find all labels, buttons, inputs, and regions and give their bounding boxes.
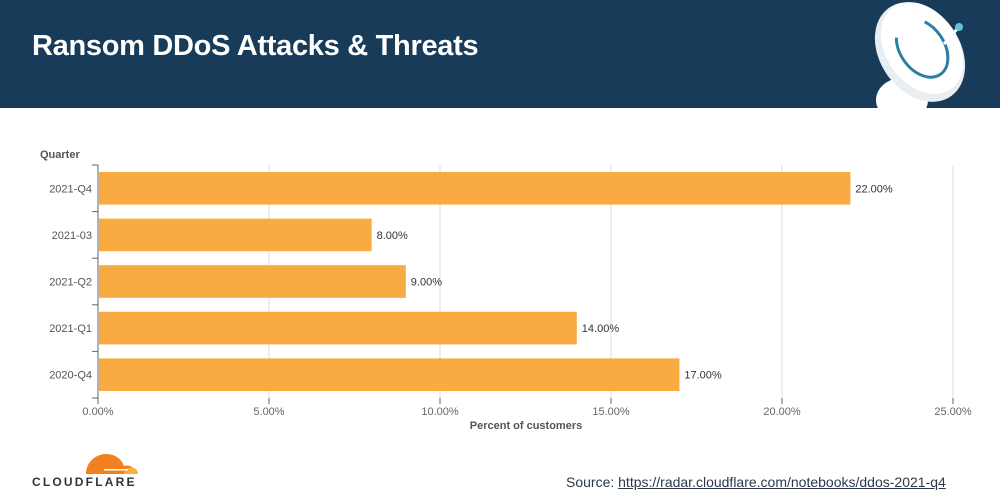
y-tick-label: 2021-Q2	[49, 277, 92, 289]
bar	[99, 358, 680, 392]
satellite-dish-icon	[874, 2, 966, 108]
x-tick-label: 25.00%	[934, 406, 972, 418]
y-tick-label: 2021-Q4	[49, 183, 92, 195]
bars: 22.00% 8.00% 9.00% 14.00% 17.00%	[99, 171, 893, 392]
cloudflare-logo-text: CLOUDFLARE	[32, 475, 137, 489]
data-label: 9.00%	[411, 277, 442, 289]
cloudflare-logo-icon	[86, 454, 138, 474]
x-tick-label: 5.00%	[253, 406, 284, 418]
bar	[99, 171, 851, 205]
header-banner: Ransom DDoS Attacks & Threats	[0, 0, 1000, 108]
y-tick-label: 2021-03	[52, 230, 92, 242]
data-label: 14.00%	[582, 323, 620, 335]
page-title: Ransom DDoS Attacks & Threats	[32, 30, 479, 62]
bar-chart: 22.00% 8.00% 9.00% 14.00% 17.00% 0.00% 5.00% 1…	[40, 149, 972, 432]
source-link[interactable]: https://radar.cloudflare.com/notebooks/d…	[618, 474, 946, 490]
x-tick-label: 0.00%	[82, 406, 113, 418]
source-citation: Source: https://radar.cloudflare.com/not…	[566, 474, 946, 490]
y-tick-label: 2021-Q1	[49, 323, 92, 335]
data-label: 8.00%	[377, 230, 408, 242]
x-tick-label: 20.00%	[763, 406, 801, 418]
axes: 0.00% 5.00% 10.00% 15.00% 20.00% 25.00% 2021-Q…	[49, 164, 972, 418]
y-axis-title: Quarter	[40, 149, 80, 161]
y-tick-label: 2020-Q4	[49, 370, 92, 382]
data-label: 17.00%	[684, 370, 722, 382]
bar	[99, 311, 577, 345]
x-tick-label: 10.00%	[421, 406, 459, 418]
bar	[99, 218, 372, 252]
data-label: 22.00%	[855, 183, 893, 195]
x-tick-label: 15.00%	[592, 406, 630, 418]
bar	[99, 265, 406, 298]
x-axis-title: Percent of customers	[470, 420, 582, 432]
source-label: Source:	[566, 474, 619, 490]
